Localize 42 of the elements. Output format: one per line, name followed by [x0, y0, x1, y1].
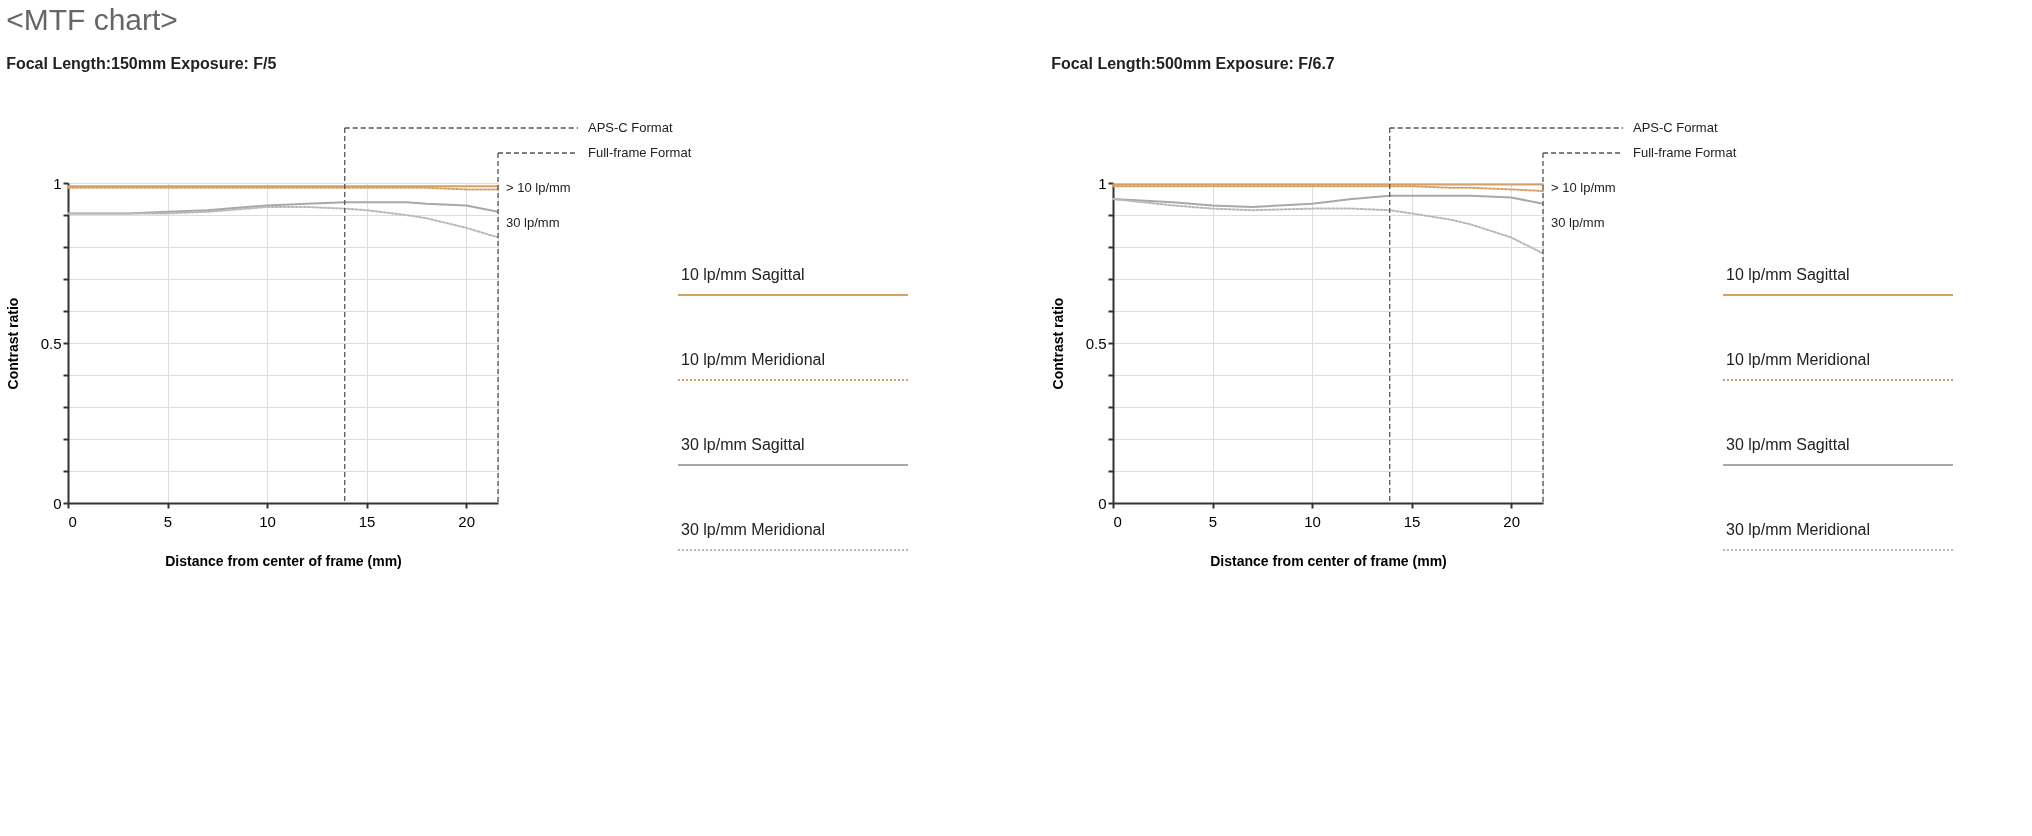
x-tick-label: 20 — [1503, 512, 1520, 530]
x-tick-label: 10 — [1304, 512, 1321, 530]
y-axis-title: Contrast ratio — [1049, 297, 1066, 390]
x-tick-label: 10 — [259, 512, 276, 530]
text: 10 lp/mm Sagittal — [681, 266, 805, 283]
x-tick-label: 5 — [163, 512, 173, 530]
text: 30 lp/mm — [1551, 215, 1605, 230]
text: > 10 lp/mm — [1551, 180, 1616, 195]
ref-line-label: APS-C Format — [588, 120, 673, 135]
text: 30 lp/mm Sagittal — [681, 436, 805, 453]
chart-subtitle: Focal Length:150mm Exposure: F/5 — [6, 55, 277, 72]
x-tick-label: 15 — [1403, 512, 1421, 530]
text: 30 lp/mm — [506, 215, 560, 230]
y-tick-label: 1 — [53, 174, 62, 192]
y-tick-label: 0.5 — [1085, 334, 1107, 352]
y-tick-label: 1 — [1098, 174, 1107, 192]
x-tick-label: 20 — [458, 512, 475, 530]
text: 30 lp/mm Meridional — [1726, 521, 1871, 538]
line-series — [67, 201, 499, 215]
chart-title: Focal Length:500mm Exposure: F/6.7 — [1051, 55, 1335, 72]
text: 10 lp/mm Meridional — [1726, 351, 1871, 368]
x-axis-title: Distance from center of frame (mm) — [165, 552, 402, 569]
ref-line-label: APS-C Format — [1633, 120, 1718, 135]
text: 30 lp/mm Sagittal — [1726, 436, 1850, 453]
ref-line-label: Full-frame Format — [588, 145, 692, 160]
x-axis-title: Distance from center of frame (mm) — [1210, 552, 1447, 569]
x-tick-label: 0 — [68, 512, 77, 530]
text: > 10 lp/mm — [506, 180, 571, 195]
y-axis-title: Contrast ratio — [4, 297, 21, 390]
x-tick-label: 0 — [1113, 512, 1122, 530]
text: 10 lp/mm Meridional — [681, 351, 826, 368]
y-tick-label: 0.5 — [40, 334, 62, 352]
chart-title: <MTF chart> — [6, 3, 178, 36]
y-tick-label: 0 — [53, 494, 62, 512]
text: 10 lp/mm Sagittal — [1726, 266, 1850, 283]
ref-line-label: Full-frame Format — [1633, 145, 1737, 160]
x-tick-label: 15 — [358, 512, 376, 530]
text: 30 lp/mm Meridional — [681, 521, 826, 538]
line-series — [1112, 198, 1544, 255]
line-series — [67, 206, 499, 239]
x-tick-label: 5 — [1208, 512, 1218, 530]
y-tick-label: 0 — [1098, 494, 1107, 512]
